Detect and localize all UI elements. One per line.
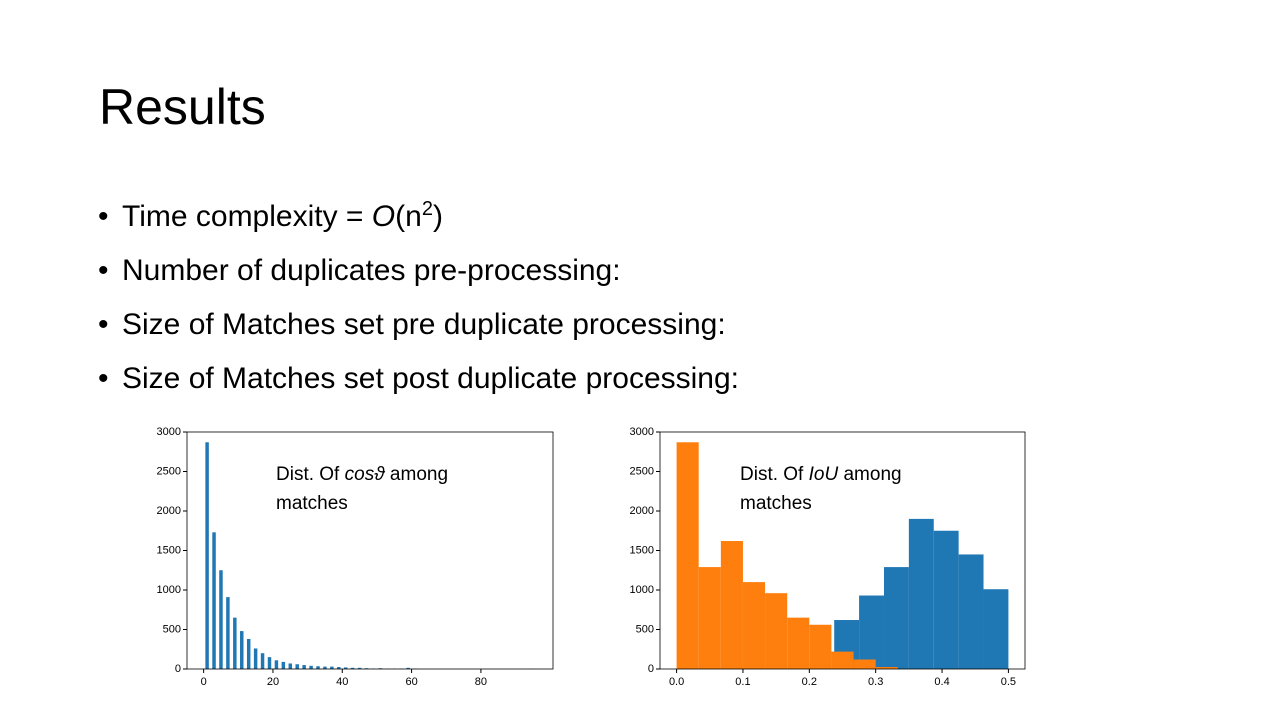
histogram-bar [288, 663, 293, 669]
y-tick-label: 500 [163, 623, 181, 635]
annotation-text: matches [740, 493, 812, 514]
annotation: matches [276, 493, 348, 514]
x-tick-label: 0.4 [934, 676, 949, 688]
histogram-bar [908, 518, 934, 669]
y-tick-label: 2500 [630, 465, 654, 477]
histogram-bar [253, 648, 258, 669]
histogram-bar [875, 667, 898, 669]
histogram-bar [883, 567, 909, 669]
histogram-bar [720, 541, 743, 669]
y-tick-label: 3000 [630, 426, 654, 438]
bullet-dot: • [98, 200, 109, 233]
bullet: Size of Matches set pre duplicate proces… [122, 308, 726, 341]
annotation-text: Dist. Of [276, 464, 345, 485]
histogram-bar [274, 660, 279, 669]
bullet-text: O [372, 200, 395, 233]
x-tick-label: 0.3 [868, 676, 883, 688]
bullet-text: Time complexity = [122, 200, 372, 233]
histogram-bar [323, 666, 327, 669]
histogram-bar [212, 532, 216, 669]
histogram-bar [357, 667, 362, 669]
annotation-text: among [838, 464, 901, 485]
histogram-bar [302, 665, 306, 669]
bullet: Number of duplicates pre-processing: [122, 254, 621, 287]
bullet-list: • Time complexity = O(n2) • Number of du… [98, 198, 739, 395]
y-tick-label: 2000 [630, 505, 654, 517]
histogram-bar [698, 567, 721, 669]
y-tick-label: 0 [175, 663, 181, 675]
x-tick-label: 80 [475, 676, 487, 688]
histogram-bar [295, 664, 299, 669]
histogram-bar [337, 667, 341, 669]
histogram-bar [676, 442, 699, 669]
histogram-bar [787, 617, 810, 669]
chart: 0 500 1000 1500 2000 2500 3000 0 20 40 60 80 Dist. O… [157, 426, 554, 688]
histogram-bar [246, 638, 251, 669]
annotation: matches [740, 493, 812, 514]
bullet: Time complexity = O(n2) [122, 198, 443, 233]
histogram-bar [260, 653, 265, 669]
histogram-bar [742, 582, 766, 669]
histogram-bar [233, 617, 237, 669]
x-tick-label: 0.5 [1001, 676, 1016, 688]
histogram-bar [406, 667, 410, 669]
histogram-bar [240, 631, 244, 669]
annotation: Dist. Of cosϑ among [276, 464, 448, 485]
histogram-bar [933, 530, 959, 669]
bullet-dot: • [98, 254, 109, 287]
superscript: 2 [422, 198, 433, 220]
x-tick-label: 0.2 [802, 676, 817, 688]
y-tick-label: 1500 [630, 544, 654, 556]
annotation-text: IoU [809, 464, 839, 485]
y-tick-label: 1500 [157, 544, 181, 556]
annotation: Dist. Of IoU among [740, 464, 902, 485]
histogram-bar [809, 624, 832, 669]
histogram-bar [765, 593, 788, 669]
histogram-bar [267, 657, 272, 669]
histogram-bar [983, 589, 1009, 669]
bullet-dot: • [98, 308, 109, 341]
slide-title: Results [99, 79, 266, 135]
y-tick-label: 0 [648, 663, 654, 675]
chart: 0 500 1000 1500 2000 2500 3000 0.0 0.1 0.2 0.3 0.4 0… [630, 426, 1026, 688]
x-tick-label: 0.1 [735, 676, 750, 688]
y-tick-label: 1000 [630, 584, 654, 596]
bullet-text: ) [433, 200, 443, 233]
histogram-bar [344, 667, 348, 669]
annotation-text: Dist. Of [740, 464, 809, 485]
x-tick-label: 0 [201, 676, 207, 688]
bullet-text: (n [395, 200, 422, 233]
histogram-bar [316, 666, 320, 669]
x-tick-label: 40 [336, 676, 348, 688]
y-tick-label: 1000 [157, 584, 181, 596]
x-tick-label: 20 [267, 676, 279, 688]
x-tick-label: 60 [405, 676, 417, 688]
histogram-bar [350, 667, 355, 669]
annotation-text: matches [276, 493, 348, 514]
histogram-bar [958, 554, 984, 669]
histogram-bar [226, 597, 230, 669]
histogram-bar [831, 651, 854, 669]
histogram-bar [859, 595, 884, 669]
y-tick-label: 3000 [157, 426, 181, 438]
x-tick-label: 0.0 [669, 676, 684, 688]
y-tick-label: 2500 [157, 465, 181, 477]
histogram-bar [219, 570, 223, 669]
histogram-bar [330, 666, 334, 669]
y-tick-label: 500 [636, 623, 654, 635]
histogram-bar [309, 665, 313, 669]
annotation-text: among [385, 464, 448, 485]
annotation-text: cosϑ [345, 464, 386, 485]
bullet: Size of Matches set post duplicate proce… [122, 362, 739, 395]
histogram-bar [281, 661, 286, 669]
histogram-bar [853, 659, 876, 669]
y-tick-label: 2000 [157, 505, 181, 517]
histogram-bar [205, 442, 209, 669]
bullet-dot: • [98, 362, 109, 395]
